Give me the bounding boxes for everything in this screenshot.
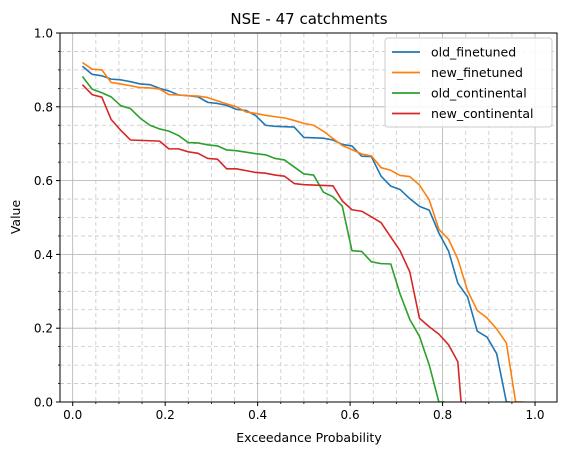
legend-label-new-finetuned: new_finetuned [431,65,523,80]
legend-label-new-continental: new_continental [431,106,533,121]
legend-box [384,37,553,128]
series-line-new-continental [81,84,462,402]
y-tick-label: 0.8 [34,100,53,114]
x-tick-label: 1.0 [525,408,544,422]
y-tick-label: 0.6 [34,174,53,188]
legend: old_finetuned new_finetuned old_continenta… [384,37,553,128]
minor-grid [60,33,557,402]
legend-label-old-finetuned: old_finetuned [431,45,516,60]
y-tick-label: 0.4 [34,248,53,262]
x-tick-label: 0.6 [341,408,360,422]
x-axis-ticks: 0.0 0.2 0.4 0.6 0.8 1.0 [63,402,545,422]
x-tick-label: 0.0 [63,408,82,422]
y-tick-label: 1.0 [34,27,53,41]
y-axis-label: Value [8,200,23,235]
legend-label-old-continental: old_continental [431,86,527,101]
x-tick-label: 0.2 [156,408,175,422]
x-tick-label: 0.8 [433,408,452,422]
x-axis-label: Exceedance Probability [236,430,382,445]
series-lines [81,61,524,402]
series-line-old-finetuned [81,65,511,402]
y-axis-ticks: 0.0 0.2 0.4 0.6 0.8 1.0 [34,27,60,410]
x-tick-label: 0.4 [248,408,267,422]
chart-title: NSE - 47 catchments [230,10,387,28]
y-tick-label: 0.0 [34,396,53,410]
series-line-new-finetuned [81,61,524,402]
series-line-old-continental [81,76,445,402]
y-tick-label: 0.2 [34,322,53,336]
